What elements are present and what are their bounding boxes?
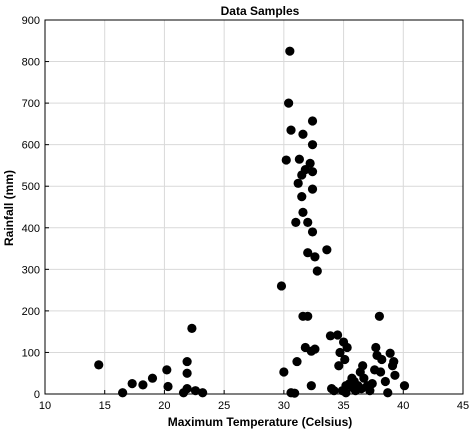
grid-lines xyxy=(44,19,464,395)
data-point xyxy=(284,98,294,108)
data-point xyxy=(335,347,345,358)
y-tick-label: 0 xyxy=(34,389,40,401)
data-point xyxy=(375,367,386,377)
y-tick-label: 500 xyxy=(22,181,40,193)
data-point xyxy=(307,227,318,237)
x-tick-label: 35 xyxy=(337,400,349,412)
data-point xyxy=(306,381,316,391)
x-tick-label: 20 xyxy=(158,400,170,412)
data-point xyxy=(163,381,173,392)
data-point xyxy=(340,354,350,365)
y-tick-label: 900 xyxy=(22,15,40,27)
y-tick-label: 100 xyxy=(22,347,40,359)
axis-ticks: 10 15 20 25 30 35 40 45 0 100 200 300 400 500 600 700 80… xyxy=(22,15,469,412)
data-point xyxy=(367,379,377,389)
data-point xyxy=(198,388,208,398)
data-point xyxy=(285,46,295,56)
x-tick-label: 30 xyxy=(278,400,290,412)
data-point xyxy=(341,388,351,398)
chart-title: Data Samples xyxy=(221,4,300,18)
data-point xyxy=(138,380,148,390)
data-point xyxy=(329,386,339,396)
x-tick-label: 40 xyxy=(397,400,409,412)
data-point xyxy=(307,140,318,150)
data-point xyxy=(298,129,308,139)
data-point xyxy=(390,370,400,380)
x-tick-label: 10 xyxy=(39,400,51,412)
data-point xyxy=(358,361,368,371)
x-tick-label: 25 xyxy=(218,400,230,412)
data-point xyxy=(325,331,336,341)
y-tick-label: 300 xyxy=(22,264,40,276)
data-point xyxy=(298,207,308,218)
data-point xyxy=(303,217,313,227)
data-point xyxy=(359,373,369,383)
data-point xyxy=(297,192,307,202)
data-point xyxy=(310,344,320,354)
data-point xyxy=(380,376,390,387)
data-point xyxy=(333,330,343,340)
plot-border xyxy=(44,19,464,395)
data-point xyxy=(365,386,375,396)
data-point xyxy=(307,116,318,126)
data-point xyxy=(383,388,393,398)
data-point xyxy=(182,356,192,367)
data-point xyxy=(305,158,315,168)
data-point xyxy=(279,367,289,377)
data-point xyxy=(94,360,104,370)
data-point xyxy=(292,356,302,367)
y-tick-label: 400 xyxy=(22,223,40,235)
data-point xyxy=(147,373,158,383)
data-point xyxy=(303,248,313,258)
data-point xyxy=(118,388,128,398)
data-point xyxy=(290,388,300,398)
data-point xyxy=(281,155,291,165)
data-point xyxy=(310,252,320,262)
data-point xyxy=(312,266,322,276)
data-point xyxy=(303,311,313,321)
data-point xyxy=(187,323,197,333)
data-point xyxy=(389,356,399,367)
data-point xyxy=(291,217,301,227)
data-point xyxy=(293,178,303,188)
data-point xyxy=(127,379,137,389)
x-tick-label: 15 xyxy=(99,400,111,412)
data-point xyxy=(371,342,381,353)
data-point xyxy=(377,354,387,365)
data-point xyxy=(399,381,410,391)
data-point xyxy=(182,368,192,378)
y-tick-label: 600 xyxy=(22,140,40,152)
data-point xyxy=(322,245,332,255)
y-tick-label: 200 xyxy=(22,306,40,318)
data-point xyxy=(276,281,287,291)
data-point xyxy=(307,184,318,194)
y-axis-label: Rainfall (mm) xyxy=(2,170,16,246)
data-point xyxy=(374,311,384,321)
data-point xyxy=(294,154,304,164)
x-axis-label: Maximum Temperature (Celsius) xyxy=(168,415,353,429)
data-point xyxy=(190,386,201,396)
x-tick-label: 45 xyxy=(457,400,469,412)
data-point xyxy=(307,167,318,177)
data-point xyxy=(334,361,344,371)
data-points xyxy=(94,46,410,398)
data-point xyxy=(385,348,395,358)
y-tick-label: 700 xyxy=(22,98,40,110)
data-point xyxy=(300,165,310,175)
data-point xyxy=(342,342,352,353)
data-point xyxy=(286,125,296,135)
data-point xyxy=(162,365,172,375)
data-point xyxy=(182,383,192,394)
y-tick-label: 800 xyxy=(22,57,40,69)
